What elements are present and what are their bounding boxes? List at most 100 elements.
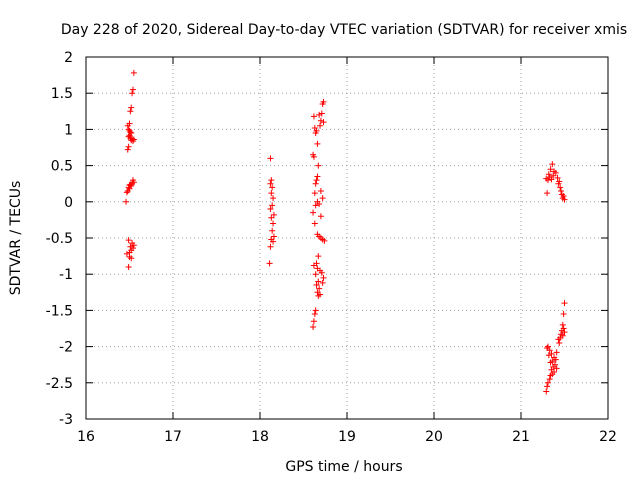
data-point: [317, 117, 324, 124]
data-point: [315, 253, 322, 260]
x-tick-label: 16: [77, 429, 95, 445]
data-point: [545, 352, 552, 359]
data-point: [317, 122, 324, 129]
data-point: [128, 255, 135, 262]
y-tick-label: -3: [59, 412, 73, 428]
data-point: [267, 206, 274, 213]
data-point: [318, 110, 325, 117]
data-point: [128, 104, 135, 111]
data-point: [268, 190, 275, 197]
data-point: [123, 189, 130, 196]
data-point: [544, 177, 551, 184]
data-point: [547, 372, 554, 379]
data-point: [311, 220, 318, 227]
data-point: [561, 329, 568, 336]
data-point: [319, 101, 326, 108]
data-point: [543, 388, 550, 395]
data-point: [545, 171, 552, 178]
data-point: [270, 211, 277, 218]
data-point: [270, 195, 277, 202]
data-point: [561, 196, 568, 203]
grid-lines: [86, 57, 608, 419]
data-point: [129, 90, 136, 97]
x-tick-label: 22: [599, 429, 617, 445]
data-point: [559, 321, 566, 328]
data-point: [312, 180, 319, 187]
data-point: [270, 220, 277, 227]
data-point: [311, 190, 318, 197]
data-point: [124, 187, 131, 194]
data-point: [267, 180, 274, 187]
data-point: [318, 269, 325, 276]
data-point: [544, 190, 551, 197]
data-point: [315, 278, 322, 285]
y-tick-label: 1.5: [51, 86, 73, 102]
data-point: [561, 300, 568, 307]
x-tick-labels: 16 17 18 19 20 21 22: [77, 429, 617, 445]
y-axis-label: SDTVAR / TECUs: [8, 181, 24, 296]
data-point: [552, 169, 559, 176]
data-point: [129, 86, 136, 93]
data-point: [317, 213, 324, 220]
data-point: [266, 260, 273, 267]
y-tick-label: 1: [64, 122, 73, 138]
y-tick-label: -1: [59, 267, 73, 283]
data-point: [129, 137, 136, 144]
data-point: [270, 233, 277, 240]
x-tick-label: 19: [338, 429, 356, 445]
data-point: [310, 153, 317, 160]
data-point: [130, 242, 137, 249]
data-point: [269, 227, 276, 234]
data-point: [312, 307, 319, 314]
data-point: [126, 132, 133, 139]
data-point: [553, 349, 560, 356]
x-axis-label: GPS time / hours: [285, 459, 402, 475]
data-point: [125, 263, 132, 270]
data-point: [311, 311, 318, 318]
data-point: [125, 237, 132, 244]
data-point: [547, 359, 554, 366]
y-tick-label: -0.5: [46, 231, 73, 247]
data-point: [124, 122, 131, 129]
x-tick-label: 17: [164, 429, 182, 445]
data-point: [310, 318, 317, 325]
data-point: [316, 111, 323, 118]
data-point: [312, 130, 319, 137]
data-point: [317, 187, 324, 194]
data-point: [550, 172, 557, 179]
data-point: [555, 336, 562, 343]
data-point: [548, 176, 555, 183]
data-point: [130, 136, 137, 143]
data-point: [554, 174, 561, 181]
data-point: [548, 350, 555, 357]
data-point: [553, 365, 560, 372]
data-point: [321, 237, 328, 244]
x-tick-label: 21: [512, 429, 530, 445]
y-tick-label: -2: [59, 340, 73, 356]
y-tick-label: 0: [64, 195, 73, 211]
data-point: [560, 311, 567, 318]
y-tick-label: -1.5: [46, 303, 73, 319]
data-point: [268, 214, 275, 221]
y-tick-label: 2: [64, 50, 73, 66]
y-tick-label: -2.5: [46, 376, 73, 392]
data-point: [270, 238, 277, 245]
data-point: [558, 187, 565, 194]
data-point: [556, 339, 563, 346]
data-point: [310, 262, 317, 269]
data-point: [127, 243, 134, 250]
data-point: [310, 324, 317, 331]
data-point: [269, 202, 276, 209]
y-tick-labels: -3 -2.5 -2 -1.5 -1 -0.5 0 0.5 1 1.5 2: [46, 50, 73, 428]
data-point: [123, 250, 130, 257]
data-point: [320, 274, 327, 281]
data-point: [315, 162, 322, 169]
data-point: [125, 184, 132, 191]
data-point: [130, 69, 137, 76]
data-point: [313, 177, 320, 184]
data-point: [549, 161, 556, 168]
data-point: [267, 243, 274, 250]
data-point: [127, 129, 134, 136]
